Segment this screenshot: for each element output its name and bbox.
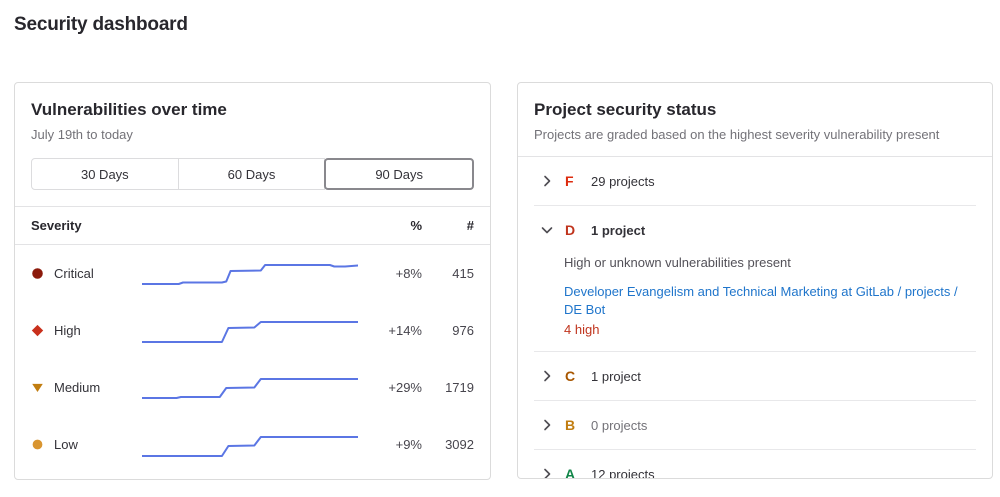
- vulnerability-sparkline: [142, 430, 358, 460]
- vulnerability-sparkline: [142, 259, 358, 289]
- chevron-down-icon: [539, 222, 555, 238]
- severity-row-critical: Critical +8% 415: [15, 245, 490, 302]
- grade-project-count: 0 projects: [591, 417, 648, 433]
- vulnerability-count-value: 1719: [445, 380, 474, 395]
- chevron-right-icon: [539, 368, 555, 384]
- chevron-right-icon: [539, 466, 555, 478]
- grade-row-d[interactable]: D 1 project: [534, 206, 976, 254]
- low-severity-icon: [31, 438, 44, 451]
- grade-list: F 29 projects D 1 project High or unknow…: [518, 157, 992, 479]
- grade-letter-d: D: [565, 222, 576, 238]
- chevron-right-icon: [539, 417, 555, 433]
- grade-project-count: 1 project: [591, 368, 641, 384]
- critical-severity-icon: [31, 267, 44, 280]
- severity-row-medium: Medium +29% 1719: [15, 359, 490, 416]
- percent-change-value: +29%: [388, 380, 422, 395]
- grade-letter-a: A: [565, 466, 576, 479]
- grade-row-a[interactable]: A 12 projects: [534, 450, 976, 479]
- medium-severity-icon: [31, 381, 44, 394]
- severity-row-low: Low +9% 3092: [15, 416, 490, 473]
- percent-column-header: %: [410, 218, 422, 233]
- grade-project-count: 12 projects: [591, 466, 655, 479]
- vulnerabilities-over-time-panel: Vulnerabilities over time July 19th to t…: [14, 82, 491, 480]
- percent-change-value: +14%: [388, 323, 422, 338]
- grade-project-count: 29 projects: [591, 173, 655, 189]
- grade-d-expanded-content: High or unknown vulnerabilities present …: [534, 254, 976, 351]
- divider: [534, 449, 976, 450]
- severity-label: High: [54, 323, 81, 338]
- grade-row-b[interactable]: B 0 projects: [534, 401, 976, 449]
- page-title: Security dashboard: [14, 14, 188, 35]
- date-range-subtitle: July 19th to today: [31, 127, 133, 142]
- severity-table-header: Severity % #: [15, 207, 490, 245]
- vulnerabilities-panel-title: Vulnerabilities over time: [31, 100, 227, 119]
- project-security-status-panel: Project security status Projects are gra…: [517, 82, 993, 479]
- grade-letter-f: F: [565, 173, 574, 189]
- vulnerability-count-value: 976: [452, 323, 474, 338]
- grade-row-f[interactable]: F 29 projects: [534, 157, 976, 205]
- count-column-header: #: [466, 218, 474, 233]
- severity-label: Low: [54, 437, 78, 452]
- severity-row-high: High +14% 976: [15, 302, 490, 359]
- range-button-60-days[interactable]: 60 Days: [177, 158, 326, 190]
- range-button-90-days[interactable]: 90 Days: [324, 158, 475, 190]
- divider: [534, 351, 976, 352]
- vulnerability-sparkline: [142, 373, 358, 403]
- severity-column-header: Severity: [31, 218, 82, 233]
- project-link[interactable]: Developer Evangelism and Technical Marke…: [564, 284, 958, 317]
- chevron-right-icon: [539, 173, 555, 189]
- vulnerability-count-text: 4 high: [564, 322, 600, 337]
- severity-label: Medium: [54, 380, 101, 395]
- grade-letter-c: C: [565, 368, 576, 384]
- vulnerability-count-value: 3092: [445, 437, 474, 452]
- range-button-30-days[interactable]: 30 Days: [31, 158, 179, 190]
- grade-row-c[interactable]: C 1 project: [534, 352, 976, 400]
- project-status-subtitle: Projects are graded based on the highest…: [534, 127, 940, 142]
- divider: [534, 205, 976, 206]
- divider: [534, 400, 976, 401]
- dashboard-panels: Vulnerabilities over time July 19th to t…: [14, 82, 993, 480]
- percent-change-value: +8%: [395, 266, 422, 281]
- table-top-divider: [15, 206, 490, 207]
- severity-label: Critical: [54, 266, 94, 281]
- vulnerability-count-value: 415: [452, 266, 474, 281]
- grade-description: High or unknown vulnerabilities present: [564, 255, 791, 270]
- project-status-panel-title: Project security status: [534, 100, 717, 119]
- percent-change-value: +9%: [395, 437, 422, 452]
- date-range-button-group: 30 Days 60 Days 90 Days: [31, 158, 475, 190]
- grade-project-count: 1 project: [591, 222, 646, 238]
- grade-letter-b: B: [565, 417, 576, 433]
- high-severity-icon: [31, 324, 44, 337]
- vulnerability-sparkline: [142, 316, 358, 346]
